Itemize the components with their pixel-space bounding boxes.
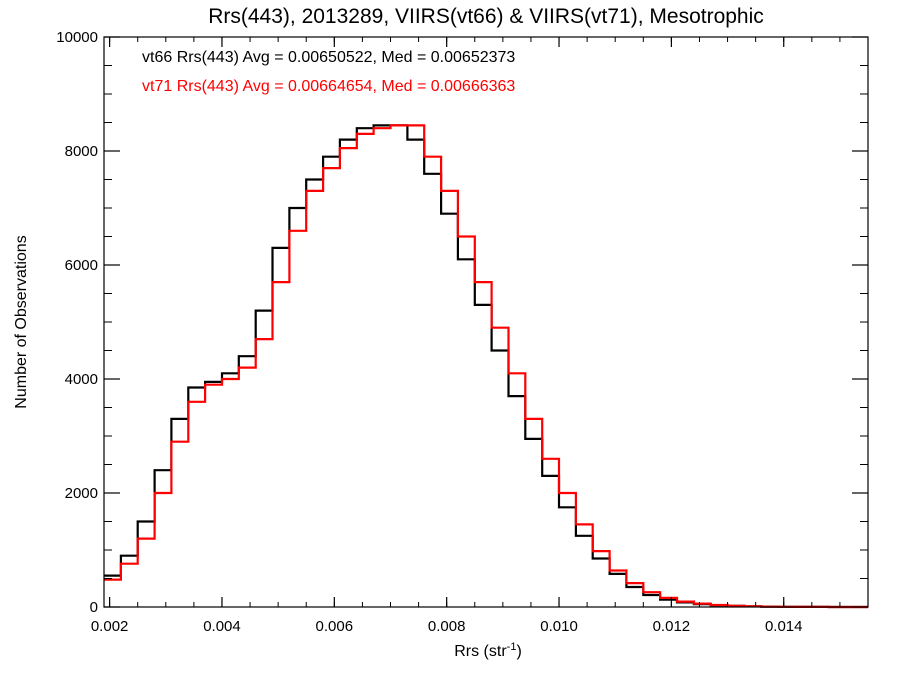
plot-frame bbox=[103, 36, 869, 608]
series-layer bbox=[104, 124, 868, 609]
x-axis-label-suffix: ) bbox=[516, 643, 521, 660]
y-tick-label: 2000 bbox=[65, 485, 98, 502]
y-tick-label: 0 bbox=[90, 599, 98, 616]
legend-entry-vt66: vt66 Rrs(443) Avg = 0.00650522, Med = 0.… bbox=[142, 49, 515, 66]
x-tick-label: 0.008 bbox=[428, 618, 466, 635]
x-axis-label-superscript: -1 bbox=[507, 641, 517, 653]
legend-entry-vt71: vt71 Rrs(443) Avg = 0.00664654, Med = 0.… bbox=[142, 78, 515, 95]
y-axis-label: Number of Observations bbox=[13, 235, 30, 408]
series-line-vt71 bbox=[104, 124, 868, 609]
y-tick-label: 6000 bbox=[65, 257, 98, 274]
chart-title: Rrs(443), 2013289, VIIRS(vt66) & VIIRS(v… bbox=[208, 5, 764, 28]
y-tick-label: 4000 bbox=[65, 371, 98, 388]
x-tick-label: 0.012 bbox=[653, 618, 691, 635]
series-line-vt66 bbox=[104, 124, 868, 609]
y-tick-label: 10000 bbox=[56, 29, 98, 46]
y-tick-label: 8000 bbox=[65, 143, 98, 160]
x-tick-label: 0.004 bbox=[203, 618, 241, 635]
x-tick-label: 0.002 bbox=[91, 618, 129, 635]
x-axis-label-main: Rrs (str bbox=[454, 643, 507, 660]
ticks-layer: 0.002 0.004 0.006 0.008 0.010 0.012 0.014 0 2000… bbox=[56, 29, 868, 635]
x-tick-label: 0.006 bbox=[316, 618, 354, 635]
x-tick-label: 0.010 bbox=[540, 618, 578, 635]
axes-layer bbox=[103, 36, 869, 608]
x-tick-label: 0.014 bbox=[765, 618, 803, 635]
x-axis-label: Rrs (str-1) bbox=[454, 641, 522, 660]
